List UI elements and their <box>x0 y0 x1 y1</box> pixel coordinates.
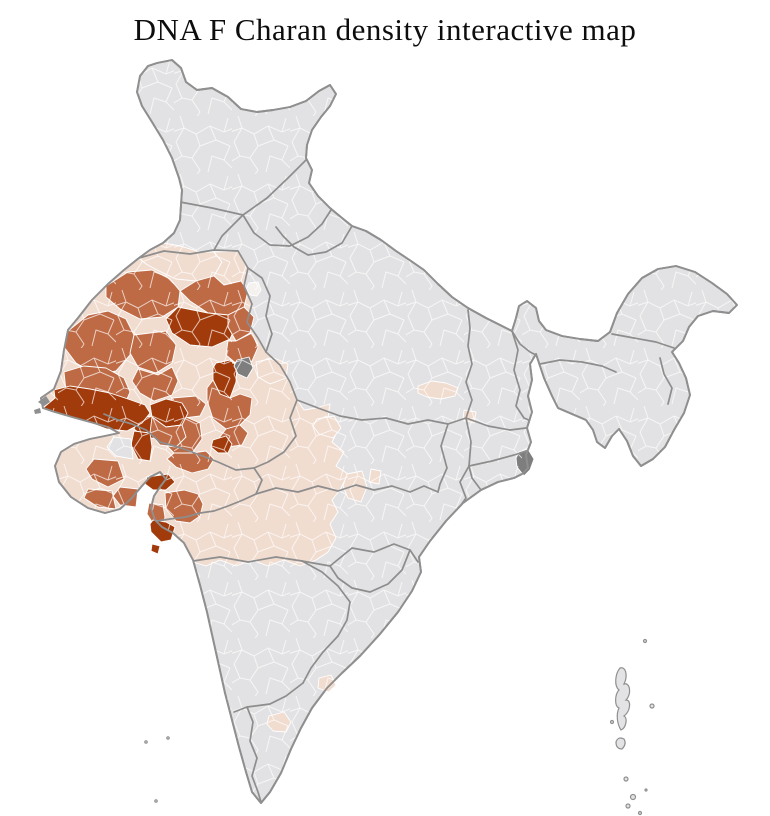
sir-creek-mark <box>34 396 50 414</box>
page-title: DNA F Charan density interactive map <box>133 12 637 47</box>
andaman-nicobar-islands[interactable] <box>609 638 655 816</box>
district-region-mumbai[interactable] <box>150 543 161 555</box>
nicobar-islet <box>629 793 637 801</box>
andaman-islet <box>609 719 615 725</box>
andaman-islet <box>642 638 648 644</box>
nicobar-islet <box>637 810 643 816</box>
lakshadweep-islet <box>154 799 158 803</box>
andaman-main-island <box>615 667 631 731</box>
andaman-islet <box>649 703 655 709</box>
nicobar-islet <box>623 776 629 782</box>
nicobar-islet <box>644 788 648 792</box>
andaman-little-island <box>615 737 626 750</box>
lakshadweep-islet <box>166 736 170 740</box>
nicobar-islet <box>625 803 631 809</box>
lakshadweep-islet <box>144 740 148 744</box>
district-region-betul-neighbor[interactable] <box>368 468 382 485</box>
lakshadweep-islands[interactable] <box>144 736 170 803</box>
